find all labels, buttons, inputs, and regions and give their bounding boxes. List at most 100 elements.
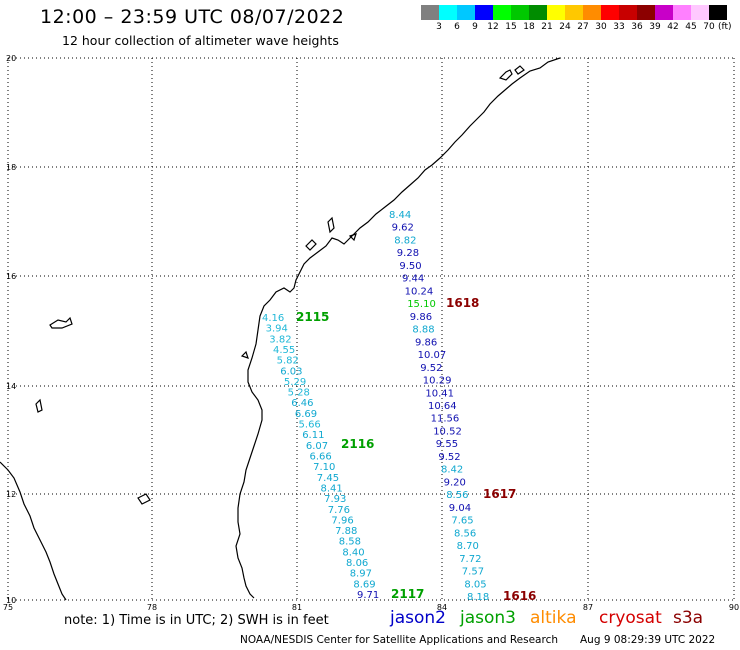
color-scale-legend <box>421 5 727 20</box>
wave-height-value: 5.82 <box>277 356 299 367</box>
wave-height-value: 7.65 <box>451 516 473 527</box>
legend-label: 24 <box>559 22 571 32</box>
satellite-key-jason3: jason3 <box>460 608 516 628</box>
legend-swatch <box>457 5 475 20</box>
wave-height-value: 9.20 <box>444 477 466 488</box>
wave-height-value: 7.10 <box>313 462 335 473</box>
wave-height-value: 8.70 <box>457 541 479 552</box>
legend-swatch <box>421 5 439 20</box>
pass-time-label: 2115 <box>296 310 329 324</box>
wave-height-value: 9.55 <box>436 439 458 450</box>
wave-height-value: 9.86 <box>415 337 437 348</box>
wave-height-value: 7.76 <box>328 505 350 516</box>
longitude-label: 84 <box>437 603 447 612</box>
longitude-label: 90 <box>729 603 739 612</box>
wave-height-value: 15.10 <box>407 299 436 310</box>
pass-time-label: 1616 <box>503 589 536 603</box>
wave-height-value: 7.57 <box>462 567 484 578</box>
wave-height-value: 5.28 <box>288 388 310 399</box>
pass-time-label: 1617 <box>483 487 516 501</box>
wave-height-value: 9.44 <box>402 274 424 285</box>
latitude-label: 12 <box>6 490 16 499</box>
wave-height-value: 9.62 <box>392 223 414 234</box>
wave-height-value: 10.64 <box>428 401 457 412</box>
wave-height-value: 8.58 <box>339 537 361 548</box>
wave-height-value: 8.97 <box>350 569 372 580</box>
wave-height-value: 4.16 <box>262 313 284 324</box>
wave-height-value: 10.52 <box>433 426 462 437</box>
latitude-label: 10 <box>6 596 16 605</box>
wave-height-value: 8.69 <box>353 579 375 590</box>
longitude-label: 81 <box>292 603 302 612</box>
wave-height-value: 8.42 <box>441 465 463 476</box>
wave-height-value: 8.82 <box>394 235 416 246</box>
wave-height-value: 8.18 <box>467 592 489 603</box>
map-title: 12:00 – 23:59 UTC 08/07/2022 <box>40 6 345 28</box>
wave-height-value: 8.44 <box>389 210 411 221</box>
coastline <box>0 57 561 601</box>
wave-height-value: 9.71 <box>357 590 379 601</box>
longitude-label: 75 <box>3 603 13 612</box>
wave-height-value: 6.03 <box>280 366 302 377</box>
longitude-label: 87 <box>583 603 593 612</box>
legend-swatch <box>637 5 655 20</box>
legend-swatch <box>655 5 673 20</box>
pass-time-label: 2116 <box>341 437 374 451</box>
wave-height-value: 8.05 <box>464 579 486 590</box>
axis-tick-labels: 75 78 81 84 87 90 20 18 16 14 12 10 <box>3 54 739 612</box>
wave-height-value: 5.66 <box>299 420 321 431</box>
legend-swatch <box>565 5 583 20</box>
legend-swatch <box>547 5 565 20</box>
legend-label: 45 <box>685 22 697 32</box>
wave-height-value: 9.86 <box>410 312 432 323</box>
wave-height-value: 4.55 <box>273 345 295 356</box>
legend-swatch <box>619 5 637 20</box>
lat-lon-grid <box>7 57 735 601</box>
satellite-key-cryosat: cryosat <box>599 608 662 628</box>
wave-height-value: 9.52 <box>438 452 460 463</box>
legend-label: 36 <box>631 22 643 32</box>
altimeter-tracks: 4.163.943.824.555.826.035.295.286.466.69… <box>262 210 536 603</box>
satellite-key-jason2: jason2 <box>390 608 446 628</box>
legend-label: 12 <box>487 22 499 32</box>
wave-height-value: 5.29 <box>284 377 306 388</box>
wave-height-value: 9.52 <box>420 363 442 374</box>
legend-label: 33 <box>613 22 625 32</box>
wave-height-value: 7.88 <box>335 526 357 537</box>
legend-label: 18 <box>523 22 535 32</box>
latitude-label: 20 <box>6 54 16 63</box>
legend-label: 15 <box>505 22 517 32</box>
wave-height-value: 8.41 <box>320 483 342 494</box>
wave-height-value: 8.56 <box>446 490 468 501</box>
wave-height-value: 10.41 <box>425 388 454 399</box>
wave-height-value: 8.56 <box>454 528 476 539</box>
legend-label: 27 <box>577 22 589 32</box>
wave-height-value: 6.66 <box>310 452 332 463</box>
wave-height-value: 7.72 <box>459 554 481 565</box>
wave-height-value: 3.82 <box>269 334 291 345</box>
wave-height-value: 9.04 <box>449 503 471 514</box>
legend-swatch <box>511 5 529 20</box>
wave-height-value: 10.24 <box>405 286 434 297</box>
wave-height-value: 3.94 <box>266 324 288 335</box>
pass-time-label: 2117 <box>391 587 424 601</box>
wave-height-value: 6.46 <box>291 398 313 409</box>
latitude-label: 16 <box>6 272 16 281</box>
wave-height-value: 11.56 <box>431 414 460 425</box>
wave-height-value: 6.07 <box>306 441 328 452</box>
legend-swatch <box>583 5 601 20</box>
satellite-key-s3a: s3a <box>673 608 704 628</box>
footer-note: note: 1) Time is in UTC; 2) SWH is in fe… <box>64 613 329 628</box>
wave-height-value: 8.40 <box>342 547 364 558</box>
legend-swatch <box>439 5 457 20</box>
wave-height-value: 10.07 <box>418 350 447 361</box>
wave-height-value: 8.88 <box>412 325 434 336</box>
wave-height-value: 7.45 <box>317 473 339 484</box>
wave-height-value: 9.50 <box>399 261 421 272</box>
legend-label: 70 <box>703 22 715 32</box>
legend-label: 21 <box>541 22 553 32</box>
legend-swatch <box>529 5 547 20</box>
latitude-label: 14 <box>6 382 16 391</box>
legend-swatch <box>493 5 511 20</box>
